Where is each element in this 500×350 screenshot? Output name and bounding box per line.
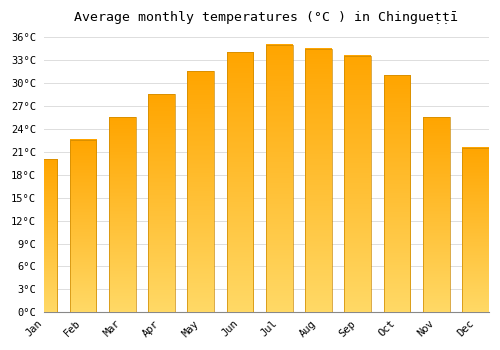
Bar <box>384 75 410 312</box>
Bar <box>226 52 254 312</box>
Bar <box>188 71 214 312</box>
Title: Average monthly temperatures (°C ) in Chingueṭṭī: Average monthly temperatures (°C ) in Ch… <box>74 11 458 24</box>
Bar <box>462 148 489 312</box>
Bar <box>109 117 136 312</box>
Bar <box>266 45 292 312</box>
Bar <box>70 140 96 312</box>
Bar <box>344 56 371 312</box>
Bar <box>148 94 175 312</box>
Bar <box>30 159 57 312</box>
Bar <box>423 117 450 312</box>
Bar <box>305 49 332 312</box>
